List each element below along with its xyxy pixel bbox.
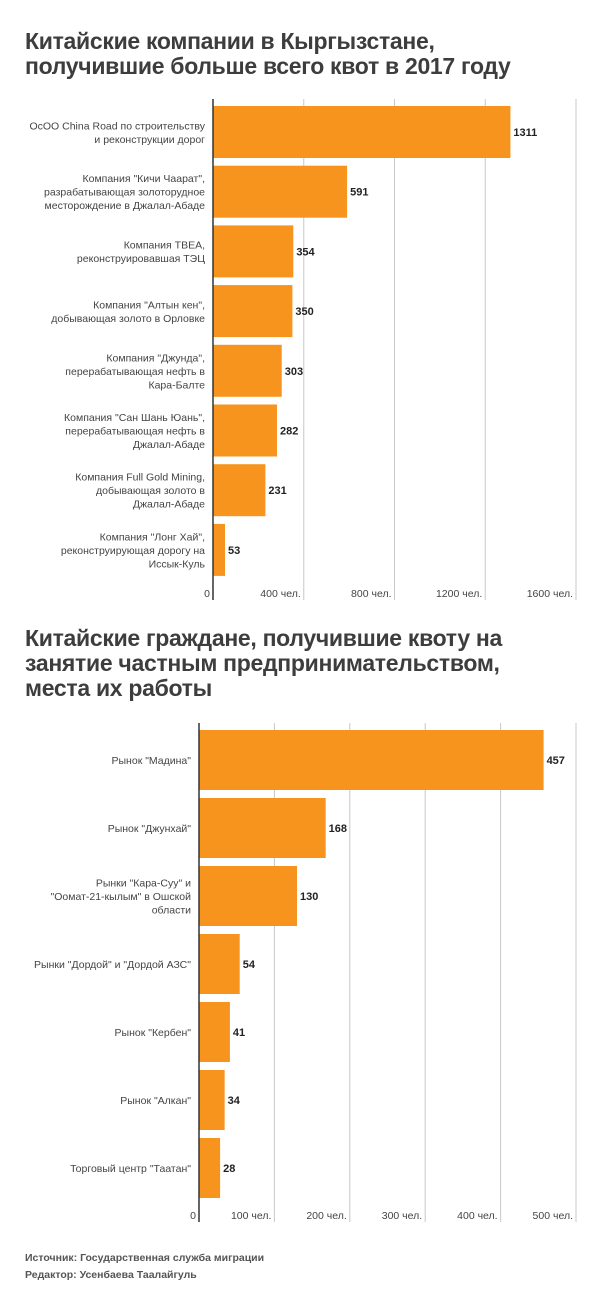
value-label: 591 bbox=[350, 187, 368, 199]
category-label-line: Рынок "Кербен" bbox=[115, 1027, 192, 1039]
tick-label: 400 чел. bbox=[260, 588, 300, 600]
category-label-line: перерабатывающая нефть в bbox=[65, 426, 205, 438]
bar bbox=[199, 730, 544, 790]
tick-label: 500 чел. bbox=[533, 1210, 573, 1222]
category-label: Компания Full Gold Mining, добывающая зол… bbox=[75, 472, 205, 511]
chart1-title-line: Китайские компании в Кыргызстане, bbox=[25, 28, 435, 54]
category-label: ОсОО China Road по строительству и реконс… bbox=[29, 120, 205, 146]
tick-label: 0 bbox=[190, 1210, 196, 1222]
chart2-citizens-workplaces: 457 Рынок "Мадина" 168 Рынок "Джунхай" 130 Ры… bbox=[34, 723, 577, 1222]
bar bbox=[213, 225, 294, 278]
category-label-line: Компания ТВЕА, bbox=[124, 240, 205, 252]
category-label-line: месторождение в Джалал-Абаде bbox=[45, 200, 206, 212]
value-label: 457 bbox=[547, 755, 565, 767]
category-label-line: Рынки "Кара-Суу" и bbox=[96, 878, 191, 890]
bar bbox=[213, 523, 226, 576]
bar bbox=[213, 404, 277, 457]
category-label: Рынок "Кербен" bbox=[115, 1027, 192, 1039]
value-label: 28 bbox=[223, 1163, 235, 1175]
tick-label: 100 чел. bbox=[231, 1210, 271, 1222]
value-label: 282 bbox=[280, 426, 298, 438]
category-label-line: Компания Full Gold Mining, bbox=[75, 472, 205, 484]
category-label-line: ОсОО China Road по строительству bbox=[29, 120, 205, 132]
category-label-line: Рынки "Дордой" и "Дордой АЗС" bbox=[34, 959, 191, 971]
category-label-line: Компания "Сан Шань Юань", bbox=[64, 412, 205, 424]
category-label-line: Джалал-Абаде bbox=[133, 439, 205, 451]
category-label-line: Компания "Кичи Чаарат", bbox=[82, 173, 205, 185]
category-label: Рынки "Кара-Суу" и "Оомат-21-кылым" в Ошс… bbox=[51, 878, 192, 917]
category-label-line: Компания "Джунда", bbox=[106, 352, 205, 364]
category-label-line: перерабатывающая нефть в bbox=[65, 366, 205, 378]
footer: Источник: Государственная служба миграци… bbox=[25, 1250, 264, 1284]
category-label: Компания "Алтын кен", добывающая золото в… bbox=[51, 299, 205, 325]
category-label: Рынок "Мадина" bbox=[112, 755, 192, 767]
category-label-line: Рынок "Джунхай" bbox=[108, 823, 192, 835]
bar bbox=[213, 285, 293, 338]
value-label: 1311 bbox=[513, 127, 537, 139]
category-label: Компания ТВЕА, реконструировавшая ТЭЦ bbox=[77, 240, 205, 266]
bar bbox=[199, 1002, 230, 1062]
value-label: 303 bbox=[285, 366, 303, 378]
category-label: Торговый центр "Таатан" bbox=[70, 1163, 191, 1175]
tick-label: 1200 чел. bbox=[436, 588, 482, 600]
value-label: 54 bbox=[243, 959, 256, 971]
chart2-title-line: места их работы bbox=[25, 675, 212, 701]
bar bbox=[213, 165, 348, 218]
value-label: 53 bbox=[228, 545, 240, 557]
category-label-line: Торговый центр "Таатан" bbox=[70, 1163, 191, 1175]
tick-label: 1600 чел. bbox=[527, 588, 573, 600]
category-label-line: Рынок "Алкан" bbox=[120, 1095, 191, 1107]
tick-label: 300 чел. bbox=[382, 1210, 422, 1222]
chart1-title: Китайские компании в Кыргызстане, получи… bbox=[25, 29, 511, 79]
category-label-line: "Оомат-21-кылым" в Ошской bbox=[51, 891, 192, 903]
category-label: Рынок "Алкан" bbox=[120, 1095, 191, 1107]
tick-label: 400 чел. bbox=[457, 1210, 497, 1222]
category-label: Рынки "Дордой" и "Дордой АЗС" bbox=[34, 959, 191, 971]
category-label-line: разрабатывающая золоторудное bbox=[44, 187, 205, 199]
value-label: 34 bbox=[228, 1095, 241, 1107]
value-label: 130 bbox=[300, 891, 318, 903]
category-label: Рынок "Джунхай" bbox=[108, 823, 192, 835]
category-label-line: области bbox=[152, 905, 191, 917]
tick-label: 200 чел. bbox=[306, 1210, 346, 1222]
category-label-line: Джалал-Абаде bbox=[133, 499, 205, 511]
bar bbox=[199, 1070, 225, 1130]
value-label: 354 bbox=[296, 246, 315, 258]
chart2-title: Китайские граждане, получившие квоту на … bbox=[25, 626, 502, 701]
category-label-line: реконструировавшая ТЭЦ bbox=[77, 253, 205, 265]
category-label: Компания "Лонг Хай", реконструирующая дор… bbox=[61, 531, 206, 570]
chart1-companies-quota: 1311 ОсОО China Road по строительству и ре… bbox=[29, 99, 577, 600]
category-label: Компания "Кичи Чаарат", разрабатывающая з… bbox=[44, 173, 205, 212]
category-label-line: и реконструкции дорог bbox=[94, 134, 205, 146]
value-label: 231 bbox=[268, 485, 286, 497]
bar bbox=[199, 1138, 221, 1198]
chart1-title-line: получившие больше всего квот в 2017 году bbox=[25, 53, 511, 79]
category-label: Компания "Сан Шань Юань", перерабатывающа… bbox=[64, 412, 205, 451]
value-label: 168 bbox=[329, 823, 347, 835]
editor-text: Редактор: Усенбаева Таалайгуль bbox=[25, 1269, 197, 1281]
category-label-line: реконструирующая дорогу на bbox=[61, 545, 205, 557]
bar bbox=[199, 866, 298, 926]
bar bbox=[213, 344, 282, 397]
category-label-line: Компания "Алтын кен", bbox=[93, 299, 205, 311]
bar bbox=[213, 464, 266, 517]
category-label-line: Иссык-Куль bbox=[149, 558, 206, 570]
bar bbox=[199, 798, 326, 858]
chart2-title-line: Китайские граждане, получившие квоту на bbox=[25, 625, 502, 651]
source-text: Источник: Государственная служба миграци… bbox=[25, 1252, 265, 1264]
category-label-line: добывающая золото в Орловке bbox=[51, 313, 205, 325]
tick-label: 0 bbox=[204, 588, 210, 600]
chart2-title-line: занятие частным предпринимательством, bbox=[25, 650, 500, 676]
category-label-line: добывающая золото в bbox=[96, 485, 205, 497]
category-label: Компания "Джунда", перерабатывающая нефть… bbox=[65, 352, 205, 391]
category-label-line: Кара-Балте bbox=[148, 379, 205, 391]
value-label: 350 bbox=[295, 306, 313, 318]
bar bbox=[213, 106, 511, 158]
category-label-line: Рынок "Мадина" bbox=[112, 755, 192, 767]
value-label: 41 bbox=[233, 1027, 245, 1039]
category-label-line: Компания "Лонг Хай", bbox=[100, 531, 205, 543]
bar bbox=[199, 934, 240, 994]
tick-label: 800 чел. bbox=[351, 588, 391, 600]
